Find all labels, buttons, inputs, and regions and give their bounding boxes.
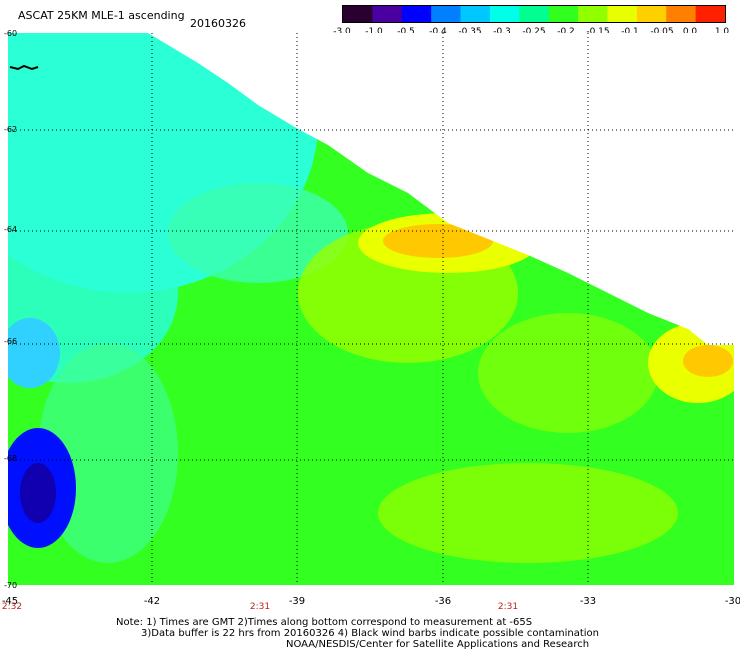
colorbar-label: 0.0	[682, 27, 698, 37]
coastline	[9, 64, 39, 71]
colorbar-segment	[401, 6, 432, 22]
lon-label-30: -30	[724, 596, 740, 607]
colorbar-segment	[460, 6, 491, 22]
colorbar-label: -1.0	[365, 27, 383, 37]
lon-label-42: -42	[143, 596, 161, 607]
product-title: ASCAT 25KM MLE-1 ascending	[18, 9, 185, 22]
high-region	[383, 224, 493, 258]
note-line-2: 3)Data buffer is 22 hrs from 20160326 4)…	[141, 628, 599, 639]
colorbar-segment	[431, 6, 462, 22]
low-wind-region	[168, 183, 348, 283]
lon-label-36: -36	[434, 596, 452, 607]
lon-label-45: -45	[1, 596, 19, 607]
colorbar-segment	[666, 6, 697, 22]
colorbar-labels: -3.0 -1.0 -0.5 -0.4 -0.35 -0.3 -0.25 -0.2 -0.15 -…	[330, 27, 740, 39]
lat-label-64: -64	[4, 225, 18, 234]
colorbar-label: -0.2	[557, 27, 575, 37]
lat-label-62: -62	[4, 125, 18, 134]
colorbar-label: -0.25	[522, 27, 546, 37]
colorbar-segment	[519, 6, 550, 22]
colorbar-segment	[372, 6, 403, 22]
colorbar-label: 1.0	[714, 27, 730, 37]
colorbar-label: -0.4	[429, 27, 447, 37]
note-line-1: Note: 1) Times are GMT 2)Times along bot…	[116, 617, 533, 628]
lat-label-60: -60	[4, 29, 18, 38]
minimum-region	[8, 318, 60, 388]
moderate-region	[378, 463, 678, 563]
time-label: 2:31	[249, 602, 271, 612]
lon-label-33: -33	[579, 596, 597, 607]
colorbar-segment	[343, 6, 373, 22]
lat-label-68: -68	[4, 454, 18, 463]
colorbar-label: -0.35	[458, 27, 482, 37]
colorbar-segment	[578, 6, 608, 22]
colorbar-label: -3.0	[333, 27, 351, 37]
colorbar-segment	[695, 6, 725, 22]
product-date: 20160326	[190, 17, 246, 30]
minimum-region	[20, 463, 56, 523]
no-data-area	[148, 33, 734, 345]
colorbar-segment	[607, 6, 638, 22]
colorbar-label: -0.3	[493, 27, 511, 37]
colorbar-label: -0.1	[621, 27, 639, 37]
lon-label-39: -39	[288, 596, 306, 607]
colorbar	[342, 5, 726, 23]
colorbar-label: -0.15	[586, 27, 610, 37]
high-region	[683, 345, 733, 377]
time-label: 2:32	[1, 602, 23, 612]
colorbar-segment	[489, 6, 520, 22]
colorbar-segment	[636, 6, 667, 22]
wind-field-map	[8, 33, 734, 585]
colorbar-label: -0.05	[650, 27, 674, 37]
lat-label-70: -70	[4, 581, 18, 590]
lat-label-66: -66	[4, 337, 18, 346]
colorbar-segment	[548, 6, 579, 22]
colorbar-label: -0.5	[397, 27, 415, 37]
moderate-region	[478, 313, 658, 433]
time-label: 2:31	[497, 602, 519, 612]
note-line-3: NOAA/NESDIS/Center for Satellite Applica…	[286, 639, 590, 650]
